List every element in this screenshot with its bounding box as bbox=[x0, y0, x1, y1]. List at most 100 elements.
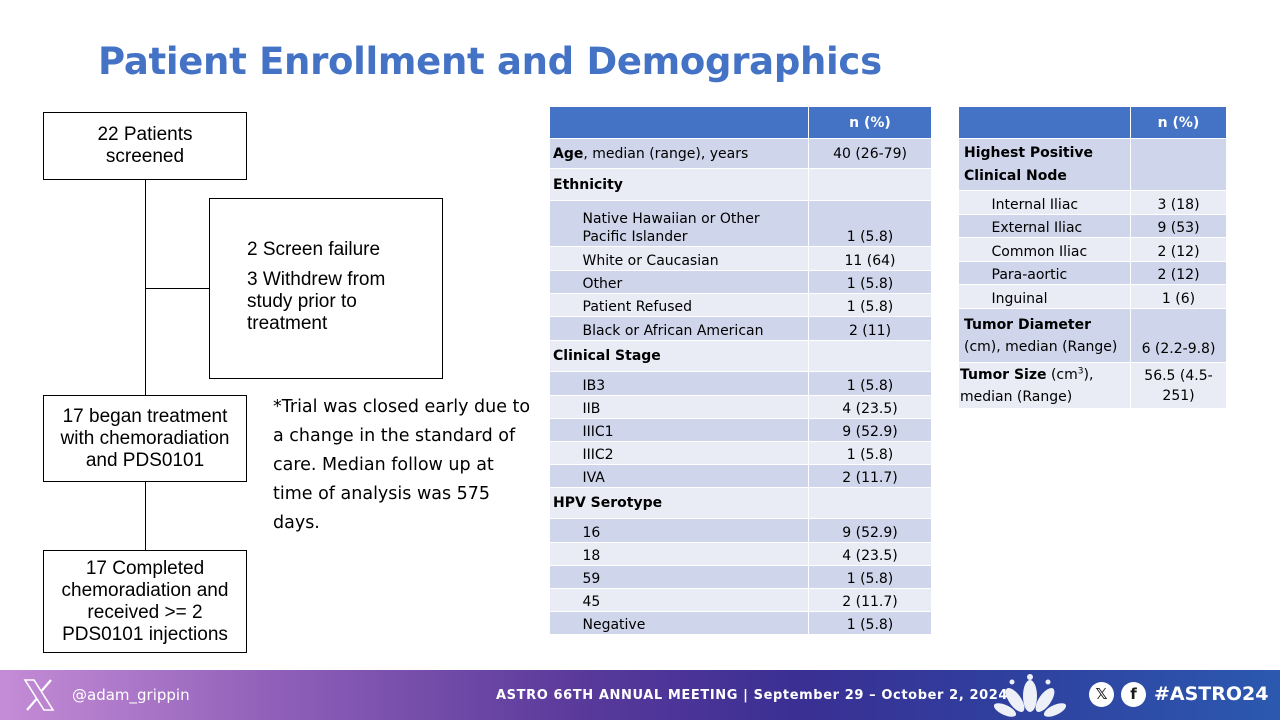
diameter-value: 6 (2.2-9.8) bbox=[1130, 308, 1227, 363]
row-value: 4 (23.5) bbox=[808, 395, 932, 419]
size-label-unit: (cm bbox=[1046, 366, 1078, 383]
table-row: Common Iliac 2 (12) bbox=[958, 237, 1227, 262]
ethnicity-label: Ethnicity bbox=[553, 176, 623, 193]
node-section-row: Highest Positive Clinical Node bbox=[958, 138, 1227, 191]
facebook-icon[interactable]: f bbox=[1121, 682, 1146, 707]
row-value: 1 (5.8) bbox=[808, 270, 932, 294]
hpv-label: HPV Serotype bbox=[553, 495, 663, 511]
row-label: IIIC2 bbox=[579, 441, 809, 465]
row-value: 2 (11.7) bbox=[808, 464, 932, 488]
excluded-box: 2 Screen failure 3 Withdrew from study p… bbox=[209, 198, 443, 379]
astro-flower-logo bbox=[993, 674, 1067, 717]
row-label: IIIC1 bbox=[579, 418, 809, 442]
row-value: 3 (18) bbox=[1130, 190, 1227, 215]
size-label-sup: 3 bbox=[1077, 365, 1084, 376]
row-value: 1 (5.8) bbox=[808, 293, 932, 317]
diameter-label-rest: (cm), median (Range) bbox=[964, 338, 1118, 355]
table-row: Patient Refused 1 (5.8) bbox=[549, 293, 932, 317]
header-n-pct: n (%) bbox=[1130, 106, 1227, 139]
node-label: Highest Positive Clinical Node bbox=[964, 144, 1094, 184]
row-label: Negative bbox=[579, 611, 809, 635]
twitter-handle: @adam_grippin bbox=[72, 686, 190, 704]
table-row: White or Caucasian 11 (64) bbox=[549, 246, 932, 271]
connector-main-2 bbox=[145, 482, 146, 550]
row-value: 9 (52.9) bbox=[808, 518, 932, 543]
row-label: Native Hawaiian or Other Pacific Islande… bbox=[579, 200, 809, 247]
row-label: 45 bbox=[579, 588, 809, 612]
row-value: 1 (5.8) bbox=[808, 611, 932, 635]
header-n-pct: n (%) bbox=[808, 106, 932, 139]
table-row: 16 9 (52.9) bbox=[549, 518, 932, 543]
connector-branch bbox=[145, 288, 209, 289]
age-label-rest: , median (range), years bbox=[583, 145, 749, 162]
table-row: IB3 1 (5.8) bbox=[549, 371, 932, 396]
began-line-3: and PDS0101 bbox=[85, 449, 205, 471]
completed-line-1: 17 Completed bbox=[85, 557, 205, 579]
table-row: External Iliac 9 (53) bbox=[958, 214, 1227, 238]
diameter-label-bold: Tumor Diameter bbox=[964, 316, 1092, 333]
completed-line-2: chemoradiation and bbox=[61, 579, 229, 601]
row-value: 2 (11.7) bbox=[808, 588, 932, 612]
completed-line-4: PDS0101 injections bbox=[62, 623, 228, 645]
x-logo-icon bbox=[23, 679, 55, 711]
table-row: Native Hawaiian or Other Pacific Islande… bbox=[549, 200, 932, 247]
row-label: External Iliac bbox=[988, 214, 1131, 238]
completed-box: 17 Completed chemoradiation and received… bbox=[43, 550, 247, 653]
size-label-rest: median (Range) bbox=[960, 388, 1073, 405]
row-label: 18 bbox=[579, 542, 809, 566]
row-value: 1 (5.8) bbox=[808, 565, 932, 589]
table-header-row: n (%) bbox=[549, 106, 932, 139]
size-row: Tumor Size (cm3), median (Range) 56.5 (4.… bbox=[958, 362, 1227, 409]
table-row: IVA 2 (11.7) bbox=[549, 464, 932, 488]
row-label: 16 bbox=[579, 518, 809, 543]
row-value: 1 (5.8) bbox=[808, 200, 932, 247]
row-label: IVA bbox=[579, 464, 809, 488]
row-label: White or Caucasian bbox=[579, 246, 809, 271]
demographics-table: n (%) Age, median (range), years 40 (26-… bbox=[549, 106, 932, 635]
row-label: 59 bbox=[579, 565, 809, 589]
row-label: IIB bbox=[579, 395, 809, 419]
row-label: Black or African American bbox=[579, 316, 809, 341]
completed-line-3: received >= 2 bbox=[87, 601, 203, 623]
row-label: Other bbox=[579, 270, 809, 294]
began-treatment-box: 17 began treatment with chemoradiation a… bbox=[43, 395, 247, 482]
table-row: IIB 4 (23.5) bbox=[549, 395, 932, 419]
row-value: 1 (5.8) bbox=[808, 441, 932, 465]
row-value: 1 (5.8) bbox=[808, 371, 932, 396]
screen-failure-text: 2 Screen failure bbox=[247, 239, 381, 260]
connector-main-1 bbox=[145, 180, 146, 395]
trial-note: *Trial was closed early due to a change … bbox=[273, 397, 531, 533]
table-header-row: n (%) bbox=[958, 106, 1227, 139]
began-line-1: 17 began treatment bbox=[62, 405, 228, 427]
screened-line-1: 22 Patients bbox=[97, 124, 193, 145]
stage-label: Clinical Stage bbox=[553, 348, 661, 364]
row-value: 9 (53) bbox=[1130, 214, 1227, 238]
withdrew-text: 3 Withdrew from study prior to treatment bbox=[247, 269, 386, 334]
row-label: Para-aortic bbox=[988, 261, 1131, 285]
row-label: Inguinal bbox=[988, 284, 1131, 309]
row-value: 4 (23.5) bbox=[808, 542, 932, 566]
table-row: Negative 1 (5.8) bbox=[549, 611, 932, 635]
table-row: 45 2 (11.7) bbox=[549, 588, 932, 612]
size-label-close: ), bbox=[1083, 366, 1094, 383]
stage-section-row: Clinical Stage bbox=[549, 340, 932, 372]
age-row: Age, median (range), years 40 (26-79) bbox=[549, 138, 932, 169]
row-label: Internal Iliac bbox=[988, 190, 1131, 215]
footer-bar: @adam_grippin ASTRO 66TH ANNUAL MEETING … bbox=[0, 670, 1280, 720]
x-social-icon[interactable]: 𝕏 bbox=[1089, 682, 1114, 707]
size-label-bold: Tumor Size bbox=[960, 366, 1047, 383]
table-row: Inguinal 1 (6) bbox=[958, 284, 1227, 309]
row-value: 1 (6) bbox=[1130, 284, 1227, 309]
table-row: Black or African American 2 (11) bbox=[549, 316, 932, 341]
age-value: 40 (26-79) bbox=[808, 138, 932, 169]
table-row: Other 1 (5.8) bbox=[549, 270, 932, 294]
row-value: 11 (64) bbox=[808, 246, 932, 271]
diameter-row: Tumor Diameter (cm), median (Range) 6 (2.… bbox=[958, 308, 1227, 363]
screened-line-2: screened bbox=[105, 146, 185, 167]
age-label-bold: Age bbox=[553, 145, 584, 162]
tumor-characteristics-table: n (%) Highest Positive Clinical Node Int… bbox=[958, 106, 1227, 409]
ethnicity-section-row: Ethnicity bbox=[549, 168, 932, 201]
page-title: Patient Enrollment and Demographics bbox=[98, 40, 882, 83]
table-row: 59 1 (5.8) bbox=[549, 565, 932, 589]
hashtag: #ASTRO24 bbox=[1154, 683, 1269, 705]
